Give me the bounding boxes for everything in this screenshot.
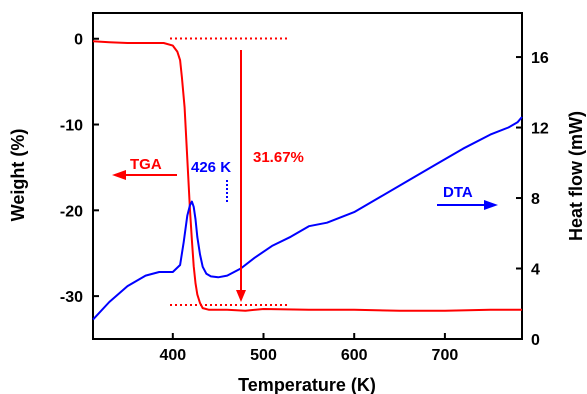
x-tick-label: 600	[341, 347, 368, 364]
dta-label: DTA	[443, 184, 473, 201]
y-left-tick-label: -10	[60, 118, 83, 135]
y-right-tick-label: 0	[531, 332, 540, 349]
tga-series-line	[92, 40, 522, 312]
weight-loss-arrowhead	[236, 290, 246, 302]
x-axis-title: Temperature (K)	[238, 375, 376, 394]
x-tick-label: 700	[432, 347, 459, 364]
peak-temperature-label: 426 K	[191, 159, 231, 176]
y-right-axis-title: Heat flow (mW)	[566, 111, 586, 241]
y-left-axis-title: Weight (%)	[8, 129, 28, 222]
x-tick-label: 400	[159, 347, 186, 364]
y-left-tick-label: 0	[74, 32, 83, 49]
y-right-tick-label: 12	[531, 121, 549, 138]
y-right-tick-label: 16	[531, 50, 549, 67]
series-layer	[92, 40, 523, 321]
tga-arrow-head	[112, 170, 126, 180]
ticks-layer: 400 500 600 700 0 -10 -20 -30 0 4 8 12 16	[60, 32, 549, 364]
y-right-tick-label: 8	[531, 191, 540, 208]
y-right-tick-label: 4	[531, 262, 540, 279]
x-tick-label: 500	[250, 347, 277, 364]
y-left-tick-label: -20	[60, 203, 83, 220]
dta-arrow-head	[484, 200, 498, 210]
dta-series-line	[92, 116, 523, 321]
tga-label: TGA	[130, 156, 162, 173]
y-left-tick-label: -30	[60, 289, 83, 306]
plot-frame	[92, 12, 523, 340]
weight-loss-label: 31.67%	[253, 149, 304, 166]
